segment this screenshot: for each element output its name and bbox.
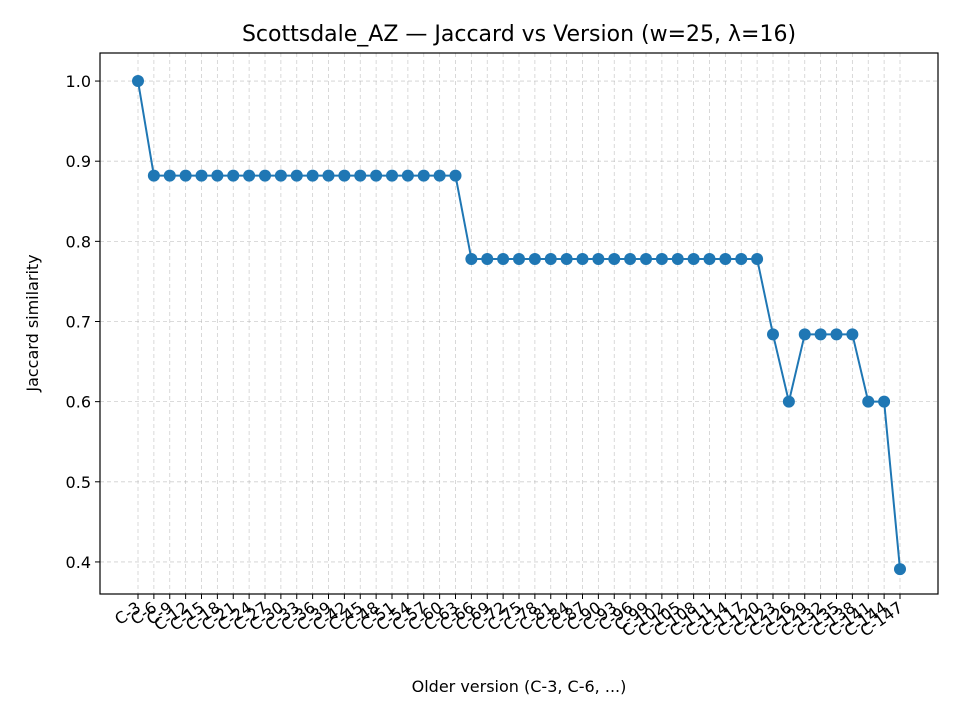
data-point	[354, 169, 367, 182]
data-point	[576, 252, 589, 265]
data-point	[624, 252, 637, 265]
y-axis-label: Jaccard similarity	[23, 254, 42, 392]
data-point	[782, 395, 795, 408]
data-point	[830, 328, 843, 341]
data-point	[243, 169, 256, 182]
data-point	[465, 252, 478, 265]
data-point	[703, 252, 716, 265]
chart-title: Scottsdale_AZ — Jaccard vs Version (w=25…	[242, 22, 796, 47]
data-point	[147, 169, 160, 182]
data-point	[132, 75, 144, 88]
data-point	[687, 252, 700, 265]
data-point	[401, 169, 414, 182]
data-point	[481, 252, 494, 265]
y-tick-label: 0.9	[66, 152, 91, 171]
y-tick-label: 0.8	[66, 232, 91, 251]
data-point	[560, 252, 573, 265]
data-point	[322, 169, 335, 182]
data-point	[592, 252, 605, 265]
data-point	[798, 328, 811, 341]
data-point	[338, 169, 351, 182]
data-point	[290, 169, 303, 182]
data-point	[417, 169, 430, 182]
y-tick-label: 1.0	[66, 72, 91, 91]
data-point	[370, 169, 383, 182]
data-point	[894, 563, 906, 576]
y-tick-label: 0.4	[66, 553, 91, 572]
data-point	[227, 169, 240, 182]
data-point	[640, 252, 652, 265]
data-point	[433, 169, 446, 182]
y-tick-label: 0.5	[66, 473, 91, 492]
data-point	[671, 252, 684, 265]
data-point	[274, 169, 287, 182]
x-axis-label: Older version (C-3, C-6, ...)	[412, 677, 627, 696]
data-point	[655, 252, 668, 265]
data-point	[179, 169, 192, 182]
data-point	[751, 252, 764, 265]
data-point	[878, 395, 891, 408]
data-point	[259, 169, 271, 182]
axis-layer: C-3C-6C-9C-12C-15C-18C-21C-24C-27C-30C-3…	[66, 72, 907, 640]
data-point	[608, 252, 621, 265]
data-point	[814, 328, 827, 341]
data-point	[386, 169, 398, 182]
y-tick-label: 0.7	[66, 312, 91, 331]
data-point	[735, 252, 748, 265]
series-layer	[132, 75, 906, 576]
grid-layer	[100, 53, 938, 594]
data-point	[862, 395, 875, 408]
data-point	[306, 169, 319, 182]
plot-area	[99, 52, 939, 595]
data-point	[846, 328, 859, 341]
data-point	[513, 252, 525, 265]
data-point	[211, 169, 224, 182]
data-point	[544, 252, 557, 265]
data-point	[719, 252, 732, 265]
data-point	[497, 252, 510, 265]
y-tick-label: 0.6	[66, 393, 91, 412]
data-point	[449, 169, 462, 182]
data-point	[767, 328, 779, 341]
data-point	[528, 252, 541, 265]
data-point	[163, 169, 176, 182]
data-point	[195, 169, 208, 182]
